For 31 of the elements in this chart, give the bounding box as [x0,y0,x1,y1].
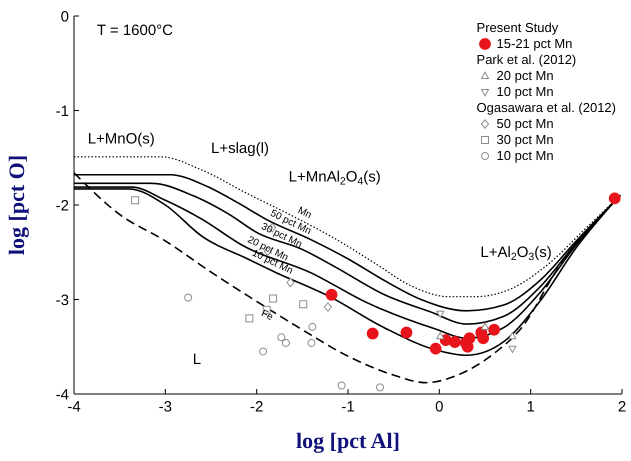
y-tick-label: -3 [56,292,69,309]
annotation: T = 1600°C [96,22,174,39]
legend-label: 50 pct Mn [496,116,554,132]
legend-label: 10 pct Mn [496,84,554,100]
x-tick-label: -2 [250,398,264,416]
x-tick-label: 1 [526,398,535,416]
legend-label: 10 pct Mn [496,148,554,164]
annotation: L+MnO(s) [88,130,155,148]
annotation: Present Study [476,20,560,36]
x-tick-label: 2 [618,398,626,416]
x-axis-title: log [pct Al] [296,428,400,453]
y-tick-label: -2 [56,197,69,214]
x-tick-label: -3 [158,398,172,416]
y-tick-label: -1 [56,102,69,120]
legend-label: 30 pct Mn [496,132,554,148]
y-tick-label: -4 [56,386,69,404]
legend-label: 20 pct Mn [496,68,554,84]
annotation: L+MnAl$_{2}$O$_{4}$(s) [288,168,381,188]
y-axis-title: log [pct O] [4,154,29,256]
annotation: L+Al$_{2}$O$_{3}$(s) [480,244,552,263]
y-tick-label: 0 [60,8,69,26]
x-tick-label: 0 [435,398,444,416]
text: Mn [296,205,314,222]
x-tick-label: -1 [341,398,355,416]
annotation: Park et al. (2012) [476,52,578,68]
annotation: L+slag(l) [211,140,269,158]
annotation: L [192,350,202,368]
annotation: Ogasawara et al. (2012) [476,100,616,116]
text: Fe [259,308,276,324]
x-tick-label: -4 [67,398,81,416]
legend-label: 15-21 pct Mn [496,36,572,52]
